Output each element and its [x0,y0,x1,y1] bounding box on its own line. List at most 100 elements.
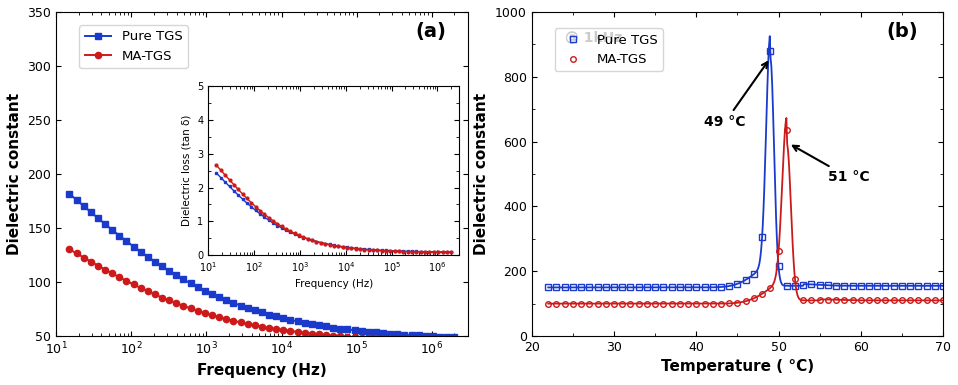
MA-TGS [929,298,941,303]
Pure TGS [608,285,620,290]
MA-TGS [567,301,579,306]
Pure TGS [559,285,570,290]
Pure TGS [831,283,842,288]
Line: Pure TGS: Pure TGS [66,191,457,340]
Pure TGS [904,283,916,288]
MA-TGS [806,298,817,303]
Pure TGS [748,272,760,276]
Pure TGS [756,234,767,239]
Line: MA-TGS: MA-TGS [66,246,457,344]
Pure TGS [650,285,661,290]
Pure TGS [937,283,948,288]
MA-TGS [625,301,636,306]
Pure TGS [617,285,628,290]
Pure TGS [806,282,817,287]
MA-TGS [896,298,907,303]
Pure TGS [600,285,611,290]
MA-TGS [831,298,842,302]
Pure TGS [567,285,579,290]
MA-TGS [797,298,809,303]
MA-TGS [106,271,118,276]
MA-TGS [937,298,948,303]
Pure TGS [682,285,694,290]
MA-TGS [781,128,792,133]
Pure TGS [707,285,718,290]
Text: (b): (b) [886,22,918,41]
Legend: Pure TGS, MA-TGS: Pure TGS, MA-TGS [555,28,663,71]
Pure TGS [921,283,932,288]
Pure TGS [657,285,669,290]
Pure TGS [406,333,418,337]
MA-TGS [698,301,710,306]
Pure TGS [773,264,785,269]
Pure TGS [716,285,727,289]
Line: MA-TGS: MA-TGS [545,128,946,306]
MA-TGS [650,301,661,306]
MA-TGS [657,301,669,306]
MA-TGS [740,299,751,303]
MA-TGS [838,298,850,302]
MA-TGS [707,301,718,306]
Pure TGS [847,283,858,288]
MA-TGS [600,301,611,306]
Text: 49 °C: 49 °C [704,62,767,129]
MA-TGS [448,338,460,343]
MA-TGS [789,277,801,281]
Y-axis label: Dielectric constant: Dielectric constant [7,93,22,255]
MA-TGS [633,301,645,306]
Pure TGS [206,292,217,296]
Y-axis label: Dielectric constant: Dielectric constant [474,93,490,255]
Pure TGS [872,283,883,288]
Pure TGS [592,285,604,290]
MA-TGS [617,301,628,306]
MA-TGS [904,298,916,303]
Legend: Pure TGS, MA-TGS: Pure TGS, MA-TGS [80,25,188,68]
Pure TGS [106,228,118,232]
Pure TGS [863,283,875,288]
Pure TGS [723,284,735,288]
Text: @ 1kHz: @ 1kHz [564,32,622,45]
Pure TGS [929,283,941,288]
Pure TGS [135,249,147,254]
MA-TGS [921,298,932,303]
Pure TGS [442,335,453,339]
Pure TGS [156,264,168,269]
Pure TGS [781,283,792,288]
Pure TGS [576,285,587,290]
MA-TGS [847,298,858,303]
Pure TGS [641,285,652,290]
MA-TGS [135,286,147,290]
MA-TGS [551,301,562,306]
MA-TGS [855,298,867,303]
Pure TGS [855,283,867,288]
Pure TGS [691,285,702,290]
MA-TGS [732,300,743,305]
MA-TGS [406,338,418,342]
Text: (a): (a) [415,22,446,41]
Pure TGS [674,285,686,290]
MA-TGS [764,286,776,290]
Pure TGS [633,285,645,290]
Text: 51 °C: 51 °C [793,146,869,184]
Pure TGS [797,283,809,288]
Pure TGS [583,285,595,290]
MA-TGS [773,249,785,254]
Pure TGS [542,285,554,290]
MA-TGS [64,247,76,252]
MA-TGS [723,301,735,306]
Pure TGS [740,278,751,282]
Pure TGS [64,191,76,196]
MA-TGS [888,298,900,303]
MA-TGS [641,301,652,306]
Pure TGS [698,285,710,290]
Pure TGS [789,283,801,288]
MA-TGS [576,301,587,306]
Pure TGS [551,285,562,290]
MA-TGS [879,298,891,303]
MA-TGS [748,296,760,301]
MA-TGS [814,298,826,303]
MA-TGS [822,297,833,302]
MA-TGS [682,301,694,306]
MA-TGS [442,338,453,343]
Pure TGS [625,285,636,290]
